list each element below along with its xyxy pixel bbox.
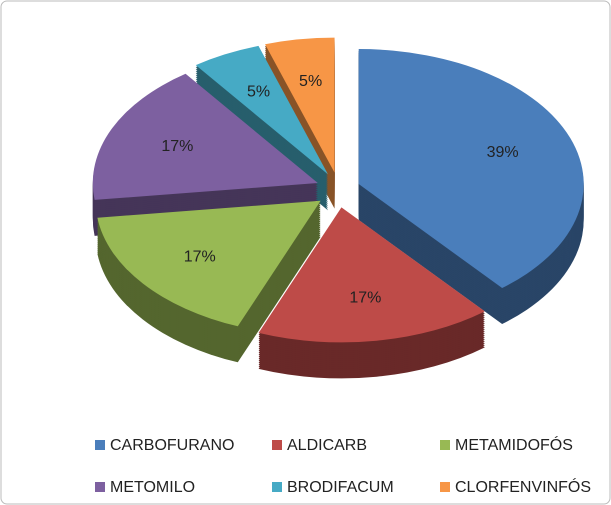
slice [97,200,321,327]
legend-label: ALDICARB [287,437,367,454]
legend: CARBOFURANO ALDICARB METAMIDOFÓS METOMILO BR… [95,435,591,496]
slice [92,73,318,200]
legend-label: CLORFENVINFÓS [455,477,591,496]
slice [265,37,335,173]
data-label: 39% [487,144,519,161]
legend-label: METAMIDOFÓS [455,435,573,454]
slice [358,49,584,289]
legend-label: CARBOFURANO [110,437,234,454]
legend-label: METOMILO [110,479,195,496]
data-label: 5% [299,73,322,90]
legend-swatch [272,482,282,492]
legend-swatch [440,440,450,450]
pie: 39% 17% 17% 17% 5% 5% [92,37,584,379]
legend-swatch [272,440,282,450]
data-label: 17% [161,138,193,155]
legend-swatch [95,440,105,450]
legend-label: BRODIFACUM [287,479,394,496]
data-label: 17% [349,289,381,306]
data-label: 17% [184,248,216,265]
legend-swatch [95,482,105,492]
slice [195,45,329,175]
slice [258,207,485,343]
legend-swatch [440,482,450,492]
data-label: 5% [247,84,270,101]
